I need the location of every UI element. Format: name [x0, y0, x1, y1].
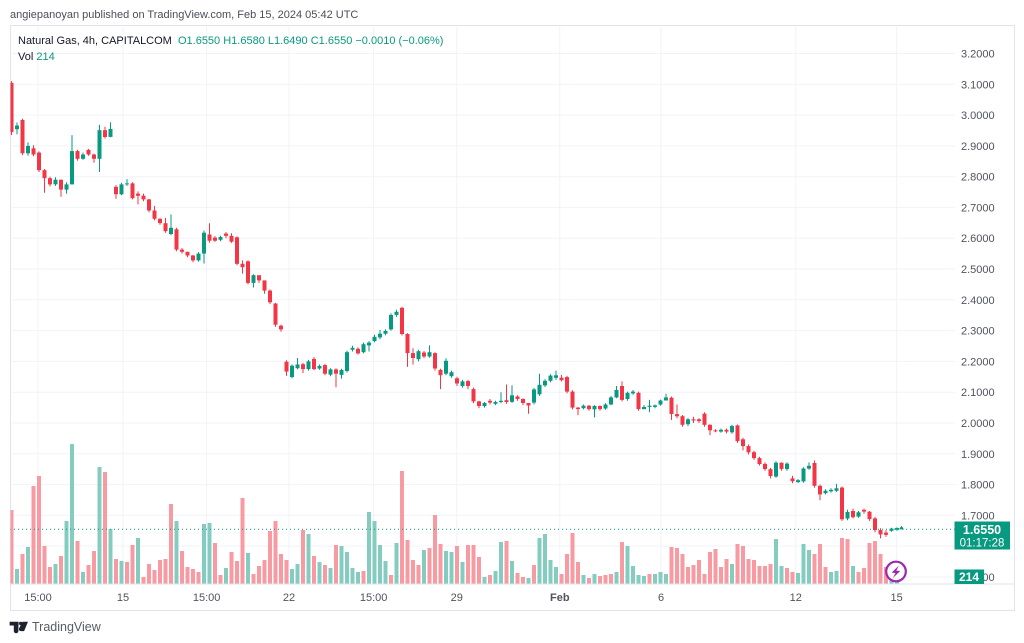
svg-text:6: 6: [658, 592, 664, 604]
svg-text:2.0000: 2.0000: [961, 418, 995, 430]
svg-text:2.3000: 2.3000: [961, 326, 995, 338]
svg-text:15: 15: [117, 592, 129, 604]
svg-text:1.7000: 1.7000: [961, 510, 995, 522]
svg-text:214: 214: [959, 570, 979, 584]
svg-text:15:00: 15:00: [360, 592, 388, 604]
svg-text:1.8000: 1.8000: [961, 480, 995, 492]
svg-text:TradingView: TradingView: [32, 620, 102, 634]
svg-text:Vol 214: Vol 214: [18, 51, 55, 63]
svg-text:2.6000: 2.6000: [961, 233, 995, 245]
svg-text:15:00: 15:00: [24, 592, 52, 604]
svg-text:2.1000: 2.1000: [961, 387, 995, 399]
svg-text:Natural Gas, 4h, CAPITALCOM O: Natural Gas, 4h, CAPITALCOM O1.6550 H1.6…: [18, 35, 443, 47]
svg-text:3.0000: 3.0000: [961, 110, 995, 122]
svg-text:2.9000: 2.9000: [961, 141, 995, 153]
svg-text:3.1000: 3.1000: [961, 79, 995, 91]
svg-text:2.8000: 2.8000: [961, 172, 995, 184]
svg-text:2.5000: 2.5000: [961, 264, 995, 276]
svg-text:Feb: Feb: [550, 592, 570, 604]
svg-text:01:17:28: 01:17:28: [960, 538, 1005, 550]
svg-text:1.9000: 1.9000: [961, 449, 995, 461]
svg-text:2.2000: 2.2000: [961, 356, 995, 368]
svg-text:3.2000: 3.2000: [961, 49, 995, 61]
svg-text:22: 22: [283, 592, 295, 604]
svg-text:15: 15: [890, 592, 902, 604]
svg-text:1.6550: 1.6550: [963, 523, 1001, 537]
svg-text:12: 12: [790, 592, 802, 604]
svg-text:2.7000: 2.7000: [961, 202, 995, 214]
svg-text:15:00: 15:00: [193, 592, 221, 604]
svg-text:29: 29: [451, 592, 463, 604]
svg-text:2.4000: 2.4000: [961, 295, 995, 307]
svg-text:angiepanoyan published on Trad: angiepanoyan published on TradingView.co…: [10, 9, 358, 21]
